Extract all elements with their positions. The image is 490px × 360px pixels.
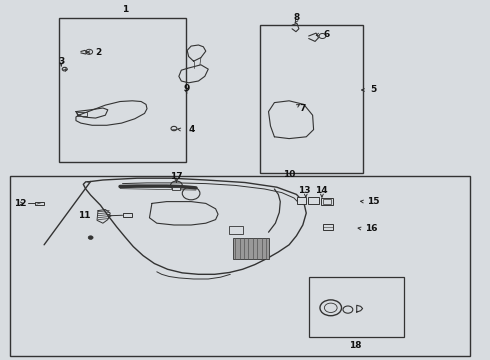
Bar <box>321 198 333 205</box>
Bar <box>35 202 44 205</box>
Text: 16: 16 <box>365 224 378 233</box>
Bar <box>260 25 363 173</box>
Bar <box>59 18 186 162</box>
Text: 17: 17 <box>170 172 183 181</box>
Text: 11: 11 <box>78 211 91 220</box>
Text: 1: 1 <box>122 4 128 13</box>
Bar <box>297 197 306 204</box>
Text: 15: 15 <box>368 197 380 206</box>
Text: 5: 5 <box>370 85 376 94</box>
Text: 2: 2 <box>96 48 102 57</box>
Text: 4: 4 <box>189 125 195 134</box>
Text: 10: 10 <box>283 170 295 179</box>
Bar <box>323 224 333 230</box>
Text: 7: 7 <box>299 104 305 112</box>
Bar <box>323 199 331 204</box>
Text: 13: 13 <box>297 186 310 195</box>
Text: 9: 9 <box>183 84 190 93</box>
Bar <box>10 176 470 356</box>
Bar <box>172 187 180 190</box>
Bar <box>122 213 132 217</box>
Bar <box>229 226 243 234</box>
Text: 12: 12 <box>14 199 26 208</box>
Text: 18: 18 <box>349 341 362 350</box>
Text: 6: 6 <box>323 30 330 39</box>
Text: 3: 3 <box>58 57 64 66</box>
Bar <box>77 112 87 116</box>
Text: 14: 14 <box>315 186 327 195</box>
Bar <box>309 277 404 337</box>
Bar <box>233 238 269 259</box>
Circle shape <box>88 236 93 239</box>
Bar <box>308 197 319 204</box>
Text: 8: 8 <box>294 13 299 22</box>
